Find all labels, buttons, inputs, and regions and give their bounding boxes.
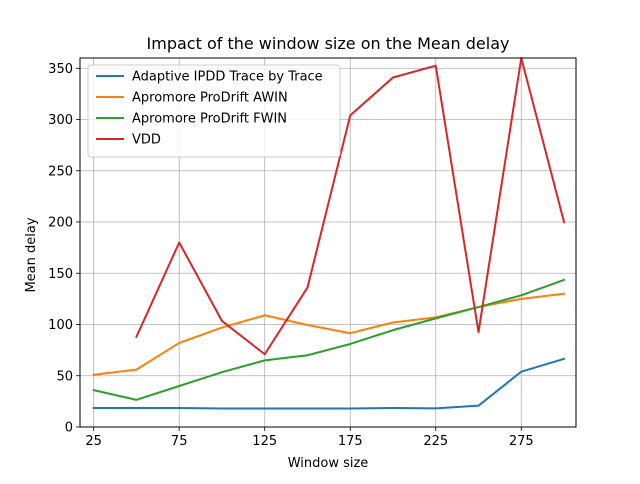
x-tick-label: 125 (252, 434, 277, 449)
legend-box (87, 64, 341, 158)
y-axis-label: Mean delay (24, 217, 39, 292)
chart-title: Impact of the window size on the Mean de… (147, 34, 510, 53)
x-tick-label: 275 (509, 434, 534, 449)
y-tick-label: 350 (48, 62, 73, 77)
y-tick-label: 0 (65, 421, 73, 436)
x-tick-label: 75 (171, 434, 188, 449)
y-tick-label: 150 (48, 267, 73, 282)
series-line-1 (92, 357, 566, 410)
legend-label-3: Apromore ProDrift FWIN (132, 112, 287, 127)
y-tick-label: 50 (56, 369, 73, 384)
axes-frame (79, 57, 577, 428)
legend-label-2: Apromore ProDrift AWIN (132, 91, 288, 106)
series-line-3 (92, 278, 566, 401)
y-tick-label: 200 (48, 216, 73, 231)
plot-area: 25 75 125 175 225 275 0 50 100 150 200 250 300 350 Ada… (48, 57, 577, 449)
x-tick-label: 25 (85, 434, 102, 449)
x-tick-label: 225 (423, 434, 448, 449)
x-tick-label: 175 (338, 434, 363, 449)
y-tick-label: 250 (48, 164, 73, 179)
legend-label-4: VDD (132, 133, 161, 148)
legend-label-1: Adaptive IPDD Trace by Trace (132, 70, 323, 85)
y-tick-label: 100 (48, 318, 73, 333)
series-line-4 (135, 57, 566, 356)
x-axis-label: Window size (288, 456, 369, 471)
y-tick-label: 300 (48, 113, 73, 128)
legend: Adaptive IPDD Trace by Trace Apromore Pro… (87, 64, 341, 158)
